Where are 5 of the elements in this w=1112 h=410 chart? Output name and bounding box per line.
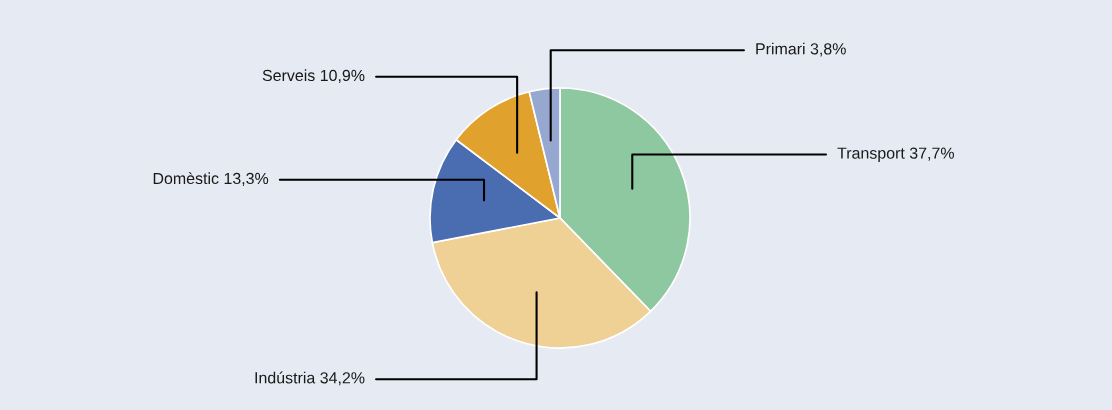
slice-label: Serveis 10,9% [262, 69, 365, 83]
slice-label: Indústria 34,2% [255, 371, 365, 386]
slice-label: Transport 37,7% [837, 147, 954, 162]
slice-label: Primari 3,8% [756, 42, 846, 57]
slice-label: Domèstic 13,3% [153, 172, 269, 186]
